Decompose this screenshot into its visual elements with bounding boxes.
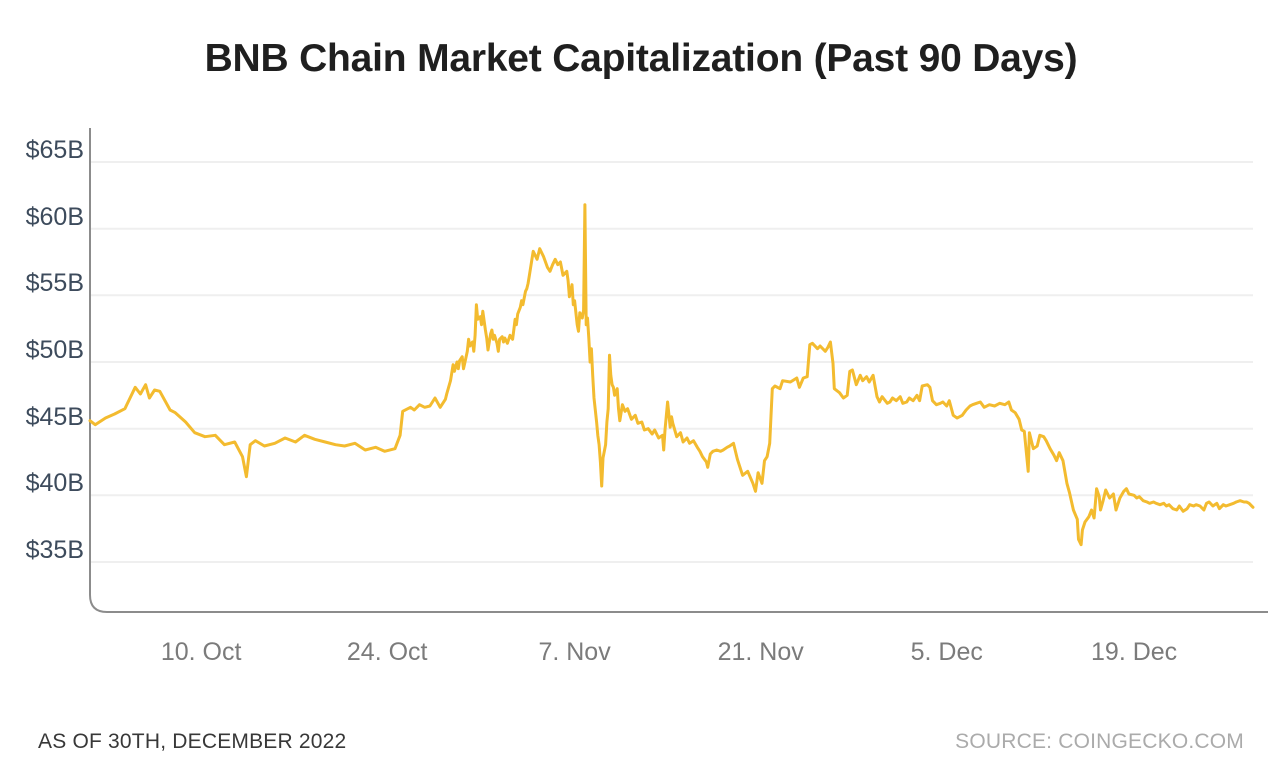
y-tick-label: $45B (25, 402, 84, 431)
x-tick-label: 10. Oct (160, 638, 242, 666)
x-tick-label: 24. Oct (346, 638, 428, 666)
source-note: SOURCE: COINGECKO.COM (955, 730, 1244, 753)
y-tick-label: $50B (25, 336, 84, 364)
market-cap-series-line (88, 203, 1255, 547)
y-tick-label: $60B (25, 202, 84, 231)
chart-title: BNB Chain Market Capitalization (Past 90… (204, 37, 1078, 80)
y-tick-label: $40B (25, 469, 84, 498)
x-tick-label: 19. Dec (1091, 638, 1178, 666)
gridlines (91, 161, 1253, 563)
y-tick-label: $65B (25, 136, 84, 164)
as-of-note: AS OF 30TH, DECEMBER 2022 (38, 730, 347, 753)
y-tick-label: $35B (25, 536, 84, 564)
axis-frame (89, 128, 1268, 613)
x-tick-label: 7. Nov (538, 638, 611, 666)
y-tick-label: $55B (25, 269, 84, 298)
x-tick-label: 21. Nov (717, 638, 804, 666)
x-tick-label: 5. Dec (910, 638, 983, 666)
